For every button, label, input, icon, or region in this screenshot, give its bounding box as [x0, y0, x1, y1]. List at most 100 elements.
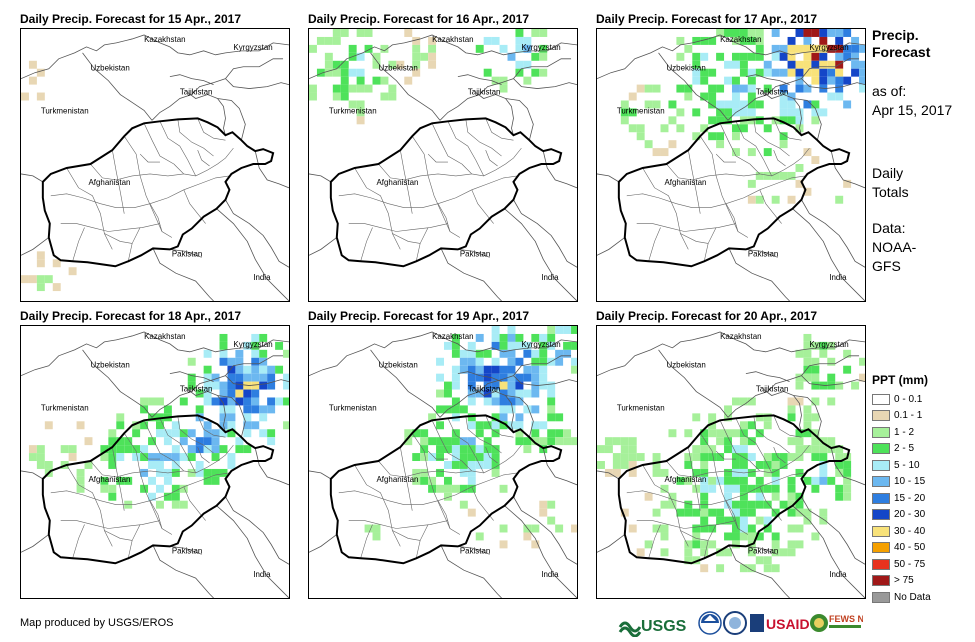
legend-label: 0 - 0.1 — [894, 393, 923, 405]
credit-text: Map produced by USGS/EROS — [20, 617, 174, 629]
legend-swatch — [872, 558, 890, 570]
map-canvas: Kazakhstan Kyrgyzstan Uzbekistan Tajikistan… — [597, 331, 865, 598]
info-sidebar: Precip. Forecast as of: Apr 15, 2017 Dai… — [872, 27, 972, 276]
country-borders — [21, 34, 289, 301]
country-label: Turkmenistan — [329, 106, 377, 115]
country-label: Turkmenistan — [41, 106, 89, 115]
country-label: Tajikistan — [180, 385, 213, 394]
precip-map: Kazakhstan Kyrgyzstan Uzbekistan Tajikistan… — [20, 28, 290, 302]
sidebar-title: Precip. Forecast — [872, 27, 931, 60]
province-borders — [626, 415, 810, 559]
legend-item: 30 - 40 — [872, 523, 972, 540]
panel-title: Daily Precip. Forecast for 18 Apr., 2017 — [20, 309, 241, 323]
country-label: Uzbekistan — [90, 64, 129, 73]
map-canvas: Kazakhstan Kyrgyzstan Uzbekistan Tajikistan… — [309, 29, 577, 301]
legend-swatch — [872, 591, 890, 603]
country-label: Uzbekistan — [666, 361, 705, 370]
as-of-date: as of: Apr 15, 2017 — [872, 83, 953, 118]
legend-swatch — [872, 410, 890, 422]
precip-map: Kazakhstan Kyrgyzstan Uzbekistan Tajikistan… — [596, 28, 866, 302]
country-label: Kyrgyzstan — [809, 43, 848, 52]
afghanistan-outline — [41, 414, 275, 565]
country-label: Tajikistan — [468, 385, 501, 394]
noaa-logo — [698, 611, 722, 635]
legend-swatch — [872, 443, 890, 455]
country-label: Pakistan — [748, 546, 778, 555]
daily-totals: Daily Totals — [872, 165, 909, 200]
country-label: Afghanistan — [376, 178, 418, 187]
legend-label: 30 - 40 — [894, 525, 926, 537]
legend-item: 0.1 - 1 — [872, 408, 972, 425]
afghanistan-outline — [329, 414, 563, 565]
precip-map: Kazakhstan Kyrgyzstan Uzbekistan Tajikistan… — [20, 325, 290, 599]
legend-swatch — [872, 459, 890, 471]
panel-title: Daily Precip. Forecast for 15 Apr., 2017 — [20, 12, 241, 26]
country-label: Turkmenistan — [617, 106, 665, 115]
legend-item: 15 - 20 — [872, 490, 972, 507]
precip-map: Kazakhstan Kyrgyzstan Uzbekistan Tajikistan… — [308, 28, 578, 302]
legend-swatch — [872, 492, 890, 504]
legend-label: 5 - 10 — [894, 459, 920, 471]
province-borders — [338, 118, 522, 262]
legend-item: 40 - 50 — [872, 540, 972, 557]
panel-title: Daily Precip. Forecast for 16 Apr., 2017 — [308, 12, 529, 26]
map-canvas: Kazakhstan Kyrgyzstan Uzbekistan Tajikistan… — [597, 29, 865, 301]
country-label: Tajikistan — [756, 385, 789, 394]
legend-label: 10 - 15 — [894, 476, 926, 488]
province-borders — [626, 118, 810, 262]
forecast-panel-3: Daily Precip. Forecast for 17 Apr., 2017… — [596, 12, 866, 304]
legend-swatch — [872, 476, 890, 488]
legend-label: 40 - 50 — [894, 542, 926, 554]
country-label: Kyrgyzstan — [233, 340, 272, 349]
country-label: Uzbekistan — [666, 64, 705, 73]
afghanistan-outline — [329, 117, 563, 268]
precip-cells — [21, 60, 77, 292]
country-label: Turkmenistan — [41, 403, 89, 412]
legend-item: 50 - 75 — [872, 556, 972, 573]
legend-swatch — [872, 426, 890, 438]
dhs-seal — [723, 611, 747, 635]
country-label: Kazakhstan — [720, 35, 761, 44]
usgs-logo: USGS — [618, 618, 687, 637]
country-label: India — [829, 570, 847, 579]
country-label: Pakistan — [460, 546, 490, 555]
country-label: Kazakhstan — [432, 35, 473, 44]
forecast-panel-2: Daily Precip. Forecast for 16 Apr., 2017… — [308, 12, 578, 304]
legend-item: > 75 — [872, 573, 972, 590]
country-label: Afghanistan — [88, 475, 130, 484]
afghanistan-outline — [617, 117, 851, 268]
svg-text:FEWS NET: FEWS NET — [829, 614, 863, 624]
country-label: India — [253, 273, 271, 282]
legend-item: 10 - 15 — [872, 474, 972, 491]
legend-item: 1 - 2 — [872, 424, 972, 441]
map-canvas: Kazakhstan Kyrgyzstan Uzbekistan Tajikistan… — [21, 34, 289, 301]
fewsnet-logo: FEWS NET — [810, 614, 863, 632]
country-label: Turkmenistan — [617, 403, 665, 412]
country-label: Uzbekistan — [378, 361, 417, 370]
country-label: Kyrgyzstan — [809, 340, 848, 349]
svg-text:USAID: USAID — [766, 616, 810, 632]
usaid-logo: USAID — [750, 614, 810, 632]
country-label: Tajikistan — [756, 88, 789, 97]
legend-item: 5 - 10 — [872, 457, 972, 474]
country-borders — [309, 331, 577, 598]
precip-cells — [364, 326, 577, 549]
legend-label: No Data — [894, 591, 931, 603]
map-canvas: Kazakhstan Kyrgyzstan Uzbekistan Tajikistan… — [21, 331, 289, 598]
legend-item: 20 - 30 — [872, 507, 972, 524]
country-borders — [597, 331, 865, 598]
forecast-panel-1: Daily Precip. Forecast for 15 Apr., 2017… — [20, 12, 290, 304]
country-label: Uzbekistan — [90, 361, 129, 370]
legend-swatch — [872, 525, 890, 537]
legend-label: 20 - 30 — [894, 509, 926, 521]
country-label: India — [253, 570, 271, 579]
country-label: Pakistan — [460, 249, 490, 258]
panel-title: Daily Precip. Forecast for 19 Apr., 2017 — [308, 309, 529, 323]
precip-map: Kazakhstan Kyrgyzstan Uzbekistan Tajikistan… — [596, 325, 866, 599]
country-label: India — [541, 570, 559, 579]
country-label: Tajikistan — [180, 88, 213, 97]
map-canvas: Kazakhstan Kyrgyzstan Uzbekistan Tajikistan… — [309, 326, 577, 598]
legend-label: 2 - 5 — [894, 443, 915, 455]
data-source: Data: NOAA- GFS — [872, 220, 917, 274]
country-label: Kazakhstan — [144, 332, 185, 341]
